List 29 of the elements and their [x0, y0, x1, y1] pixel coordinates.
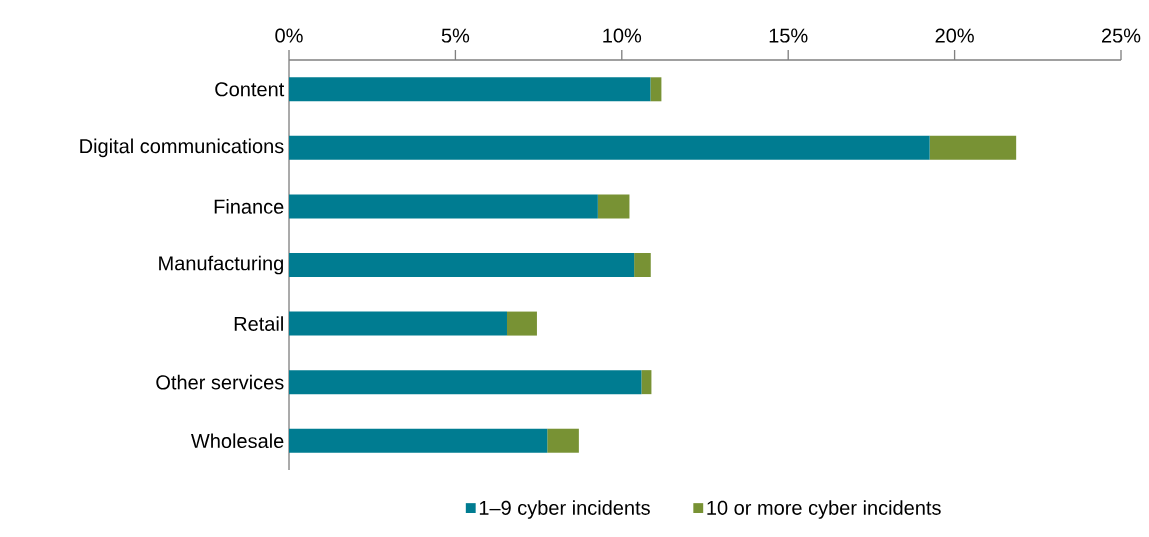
bar	[650, 77, 662, 102]
bar	[547, 428, 579, 453]
bar	[289, 253, 635, 278]
x-tick-label: 25%	[1101, 28, 1141, 43]
y-tick-label: Content	[215, 82, 285, 97]
bar	[289, 370, 642, 395]
x-tick-label: 0%	[275, 28, 303, 43]
legend-label: 1–9 cyber incidents	[479, 500, 650, 519]
legend-label: 10 or more cyber incidents	[707, 500, 941, 519]
bar	[641, 370, 652, 395]
y-tick-label: Finance	[214, 199, 284, 214]
bar	[634, 253, 651, 278]
y-tick-label: Digital communications	[80, 138, 284, 158]
bar	[597, 194, 630, 219]
x-tick-label: 15%	[769, 28, 808, 43]
x-tick-label: 10%	[603, 28, 642, 43]
y-tick-label: Manufacturing	[159, 255, 283, 275]
x-tick-label: 20%	[935, 28, 974, 43]
bar	[289, 311, 507, 336]
bar	[289, 428, 548, 453]
bar	[289, 77, 651, 102]
y-tick-label: Wholesale	[191, 433, 284, 449]
bar	[506, 311, 537, 336]
bar	[929, 135, 1017, 160]
bar	[289, 135, 930, 160]
x-tick-label: 5%	[441, 28, 470, 43]
bar	[289, 194, 598, 219]
y-tick-label: Other services	[156, 374, 284, 390]
y-tick-label: Retail	[234, 316, 283, 331]
